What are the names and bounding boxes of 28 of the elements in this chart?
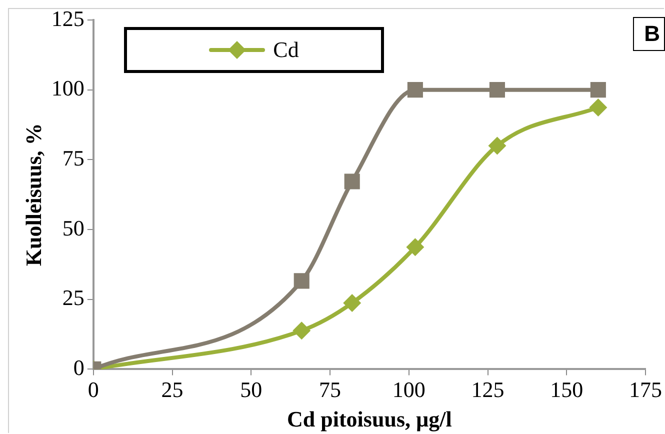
y-tick-label: 100 [51,76,84,101]
x-tick-label: 100 [392,377,426,402]
y-tick-label: 25 [62,285,84,310]
legend-label: Cd [273,37,299,63]
x-tick-label: 175 [629,377,662,402]
y-tick-label: 0 [73,354,84,380]
y-tick-label: 50 [62,215,84,240]
point [344,174,360,190]
y-tick-label: 75 [62,145,84,170]
point [590,82,606,98]
point [406,238,424,256]
point [292,322,311,340]
x-axis-title: Cd pitoisuus, µg/l [286,406,452,432]
x-tick-label: 75 [319,377,342,402]
legend-frame: Cd [124,27,384,73]
point [589,98,608,116]
point [407,82,423,98]
x-tick-label: 25 [161,377,184,402]
point [489,82,505,98]
point [343,294,362,312]
x-tick-label: 125 [471,377,504,402]
x-tick-label: 150 [550,377,584,402]
y-axis-title: Kuolleisuus, % [20,123,46,266]
y-tick-label: 125 [51,6,84,31]
x-tick-label: 50 [240,377,262,402]
annotation: B [633,17,665,51]
point [294,273,310,289]
point [488,136,506,155]
